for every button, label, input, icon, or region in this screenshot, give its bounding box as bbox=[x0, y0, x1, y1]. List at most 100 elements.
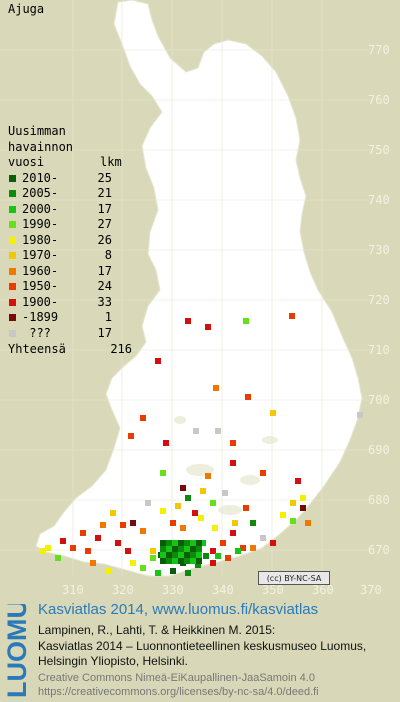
observation-square bbox=[220, 540, 226, 546]
observation-square bbox=[196, 546, 202, 552]
legend-col-period: vuosi bbox=[8, 155, 45, 169]
x-tick: 330 bbox=[162, 583, 184, 597]
footer: LUOMUS Kasviatlas 2014, www.luomus.fi/ka… bbox=[0, 600, 400, 702]
legend-swatch bbox=[9, 283, 16, 291]
legend-count: 17 bbox=[97, 201, 112, 216]
observation-square bbox=[160, 552, 166, 558]
observation-square bbox=[185, 570, 191, 576]
y-tick: 740 bbox=[368, 193, 390, 207]
observation-square bbox=[300, 505, 306, 511]
observation-square bbox=[198, 515, 204, 521]
observation-square bbox=[172, 552, 178, 558]
observation-square bbox=[289, 313, 295, 319]
observation-square bbox=[55, 555, 61, 561]
citation-publisher: Helsingin Yliopisto, Helsinki. bbox=[38, 654, 188, 668]
legend: Uusimman havainnon vuosi lkm 2010- 25 2005… bbox=[8, 124, 132, 358]
observation-square bbox=[196, 552, 202, 558]
y-tick: 720 bbox=[368, 293, 390, 307]
observation-square bbox=[172, 558, 178, 564]
y-tick: 770 bbox=[368, 43, 390, 57]
observation-square bbox=[80, 530, 86, 536]
legend-count: 8 bbox=[104, 248, 112, 262]
observation-square bbox=[200, 488, 206, 494]
observation-square bbox=[178, 546, 184, 552]
observation-square bbox=[215, 428, 221, 434]
license-badge[interactable]: (cc) BY-NC-SA bbox=[258, 571, 330, 585]
observation-square bbox=[184, 558, 190, 564]
observation-square bbox=[160, 508, 166, 514]
legend-row: 1960- 17 bbox=[8, 264, 132, 280]
observation-square bbox=[235, 548, 241, 554]
legend-count: 27 bbox=[97, 217, 112, 231]
legend-count: 25 bbox=[97, 170, 112, 185]
observation-square bbox=[163, 440, 169, 446]
legend-period: 1950- bbox=[22, 279, 59, 293]
observation-square bbox=[140, 415, 146, 421]
observation-square bbox=[250, 520, 256, 526]
legend-count: 17 bbox=[97, 325, 112, 340]
legend-swatch bbox=[9, 205, 16, 213]
luomus-logo-text: LUOMUS bbox=[2, 604, 32, 698]
observation-square bbox=[166, 558, 172, 564]
observation-square bbox=[210, 500, 216, 506]
finland-map: 770 760 750 740 730 720 710 700 690 680 … bbox=[0, 0, 390, 597]
legend-col-count: lkm bbox=[100, 155, 122, 169]
legend-swatch bbox=[9, 329, 16, 337]
legend-swatch bbox=[9, 190, 16, 198]
atlas-link[interactable]: Kasviatlas 2014, www.luomus.fi/kasviatla… bbox=[38, 601, 319, 618]
observation-square bbox=[90, 560, 96, 566]
observation-square bbox=[196, 540, 202, 546]
observation-square bbox=[115, 540, 121, 546]
legend-row: 2010- 25 bbox=[8, 171, 132, 187]
citation-title: Kasviatlas 2014 – Luonnontieteellinen ke… bbox=[38, 639, 367, 653]
legend-row: 2000- 17 bbox=[8, 202, 132, 218]
observation-square bbox=[178, 540, 184, 546]
x-tick: 320 bbox=[112, 583, 134, 597]
legend-row: 1900- 33 bbox=[8, 295, 132, 311]
observation-square bbox=[172, 540, 178, 546]
observation-square bbox=[175, 503, 181, 509]
legend-count: 33 bbox=[97, 294, 112, 309]
observation-square bbox=[128, 433, 134, 439]
citation-authors: Lampinen, R., Lahti, T. & Heikkinen M. 2… bbox=[38, 623, 276, 637]
legend-period: 2005- bbox=[22, 186, 59, 200]
y-tick: 760 bbox=[368, 93, 390, 107]
observation-square bbox=[166, 552, 172, 558]
legend-total-count: 216 bbox=[110, 342, 132, 356]
x-tick: 360 bbox=[312, 583, 334, 597]
observation-square bbox=[120, 522, 126, 528]
observation-square bbox=[185, 318, 191, 324]
legend-swatch bbox=[9, 298, 16, 306]
observation-square bbox=[195, 562, 201, 568]
observation-square bbox=[243, 505, 249, 511]
observation-square bbox=[60, 538, 66, 544]
observation-square bbox=[130, 560, 136, 566]
observation-square bbox=[225, 555, 231, 561]
observation-square bbox=[270, 540, 276, 546]
legend-period: 1990- bbox=[22, 217, 59, 231]
observation-square bbox=[230, 460, 236, 466]
legend-rows: 2010- 25 2005- 21 2000- 17 1990- 27 1980- 26 1970-… bbox=[8, 171, 132, 342]
observation-square bbox=[172, 546, 178, 552]
observation-squares bbox=[40, 313, 363, 576]
observation-square bbox=[357, 412, 363, 418]
legend-swatch bbox=[9, 236, 16, 244]
species-name: Ajuga bbox=[8, 2, 45, 16]
luomus-logo: LUOMUS bbox=[2, 604, 32, 698]
license-url[interactable]: https://creativecommons.org/licenses/by-… bbox=[38, 686, 319, 698]
map-panel: 770 760 750 740 730 720 710 700 690 680 … bbox=[0, 0, 390, 597]
legend-row: ??? 17 bbox=[8, 326, 132, 342]
observation-square bbox=[70, 545, 76, 551]
observation-square bbox=[184, 552, 190, 558]
observation-square bbox=[140, 528, 146, 534]
y-axis-labels: 770 760 750 740 730 720 710 700 690 680 … bbox=[368, 43, 390, 557]
legend-period: 1970- bbox=[22, 248, 59, 262]
legend-swatch bbox=[9, 314, 16, 322]
observation-square bbox=[40, 548, 46, 554]
observation-square bbox=[160, 546, 166, 552]
observation-square bbox=[192, 510, 198, 516]
x-tick: 310 bbox=[62, 583, 84, 597]
y-tick: 730 bbox=[368, 243, 390, 257]
observation-square bbox=[185, 495, 191, 501]
observation-square bbox=[215, 553, 221, 559]
